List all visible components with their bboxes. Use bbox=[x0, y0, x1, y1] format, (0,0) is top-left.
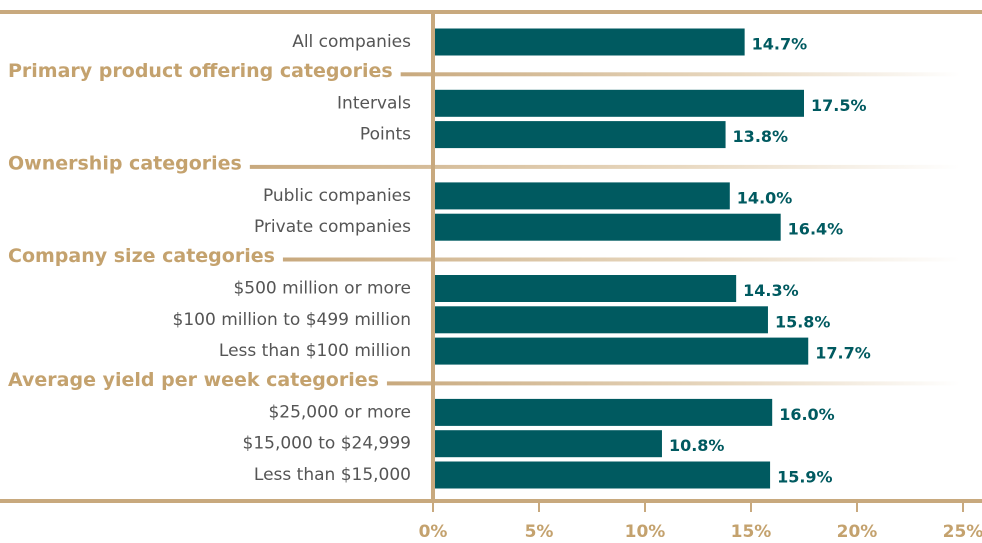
bar bbox=[433, 461, 771, 489]
bar bbox=[433, 306, 768, 334]
category-label: $100 million to $499 million bbox=[173, 310, 411, 330]
category-label: Less than $100 million bbox=[219, 341, 411, 361]
value-label: 10.8% bbox=[669, 436, 725, 455]
bar bbox=[433, 275, 737, 302]
group-rule bbox=[400, 72, 960, 77]
group-header: Average yield per week categories bbox=[8, 369, 379, 391]
x-tick-label: 25% bbox=[943, 522, 982, 542]
category-label: Intervals bbox=[337, 93, 411, 113]
category-label: Public companies bbox=[263, 186, 411, 206]
category-label: $500 million or more bbox=[233, 279, 411, 299]
value-label: 15.9% bbox=[777, 468, 833, 487]
x-tick-label: 5% bbox=[525, 522, 554, 542]
x-tick-label: 10% bbox=[625, 522, 666, 542]
bar bbox=[433, 337, 809, 365]
group-header: Ownership categories bbox=[8, 152, 242, 174]
bar bbox=[433, 121, 726, 149]
value-label: 14.7% bbox=[752, 35, 808, 54]
group-rule bbox=[386, 381, 960, 386]
category-label: $25,000 or more bbox=[268, 402, 411, 422]
value-label: 17.7% bbox=[815, 344, 871, 363]
bar bbox=[433, 430, 662, 458]
value-label: 16.0% bbox=[779, 405, 835, 424]
bar bbox=[433, 89, 804, 117]
value-label: 14.0% bbox=[737, 188, 793, 207]
bar bbox=[433, 398, 773, 426]
group-header: Primary product offering categories bbox=[8, 60, 393, 82]
x-tick-label: 15% bbox=[731, 522, 772, 542]
x-tick-label: 20% bbox=[837, 522, 878, 542]
group-header: Company size categories bbox=[8, 245, 275, 267]
category-label: $15,000 to $24,999 bbox=[243, 434, 411, 454]
group-rule bbox=[249, 164, 960, 169]
category-label: Points bbox=[360, 125, 411, 145]
category-label: Less than $15,000 bbox=[254, 465, 411, 485]
value-label: 16.4% bbox=[788, 220, 844, 239]
value-label: 17.5% bbox=[811, 96, 867, 115]
bar bbox=[433, 28, 745, 56]
group-rule bbox=[282, 257, 960, 262]
bar bbox=[433, 182, 730, 210]
category-label: All companies bbox=[292, 32, 411, 52]
category-label: Private companies bbox=[254, 217, 411, 237]
value-label: 15.8% bbox=[775, 312, 831, 331]
value-label: 14.3% bbox=[743, 281, 799, 300]
bar bbox=[433, 213, 781, 241]
x-tick-label: 0% bbox=[419, 522, 448, 542]
value-label: 13.8% bbox=[733, 127, 789, 146]
